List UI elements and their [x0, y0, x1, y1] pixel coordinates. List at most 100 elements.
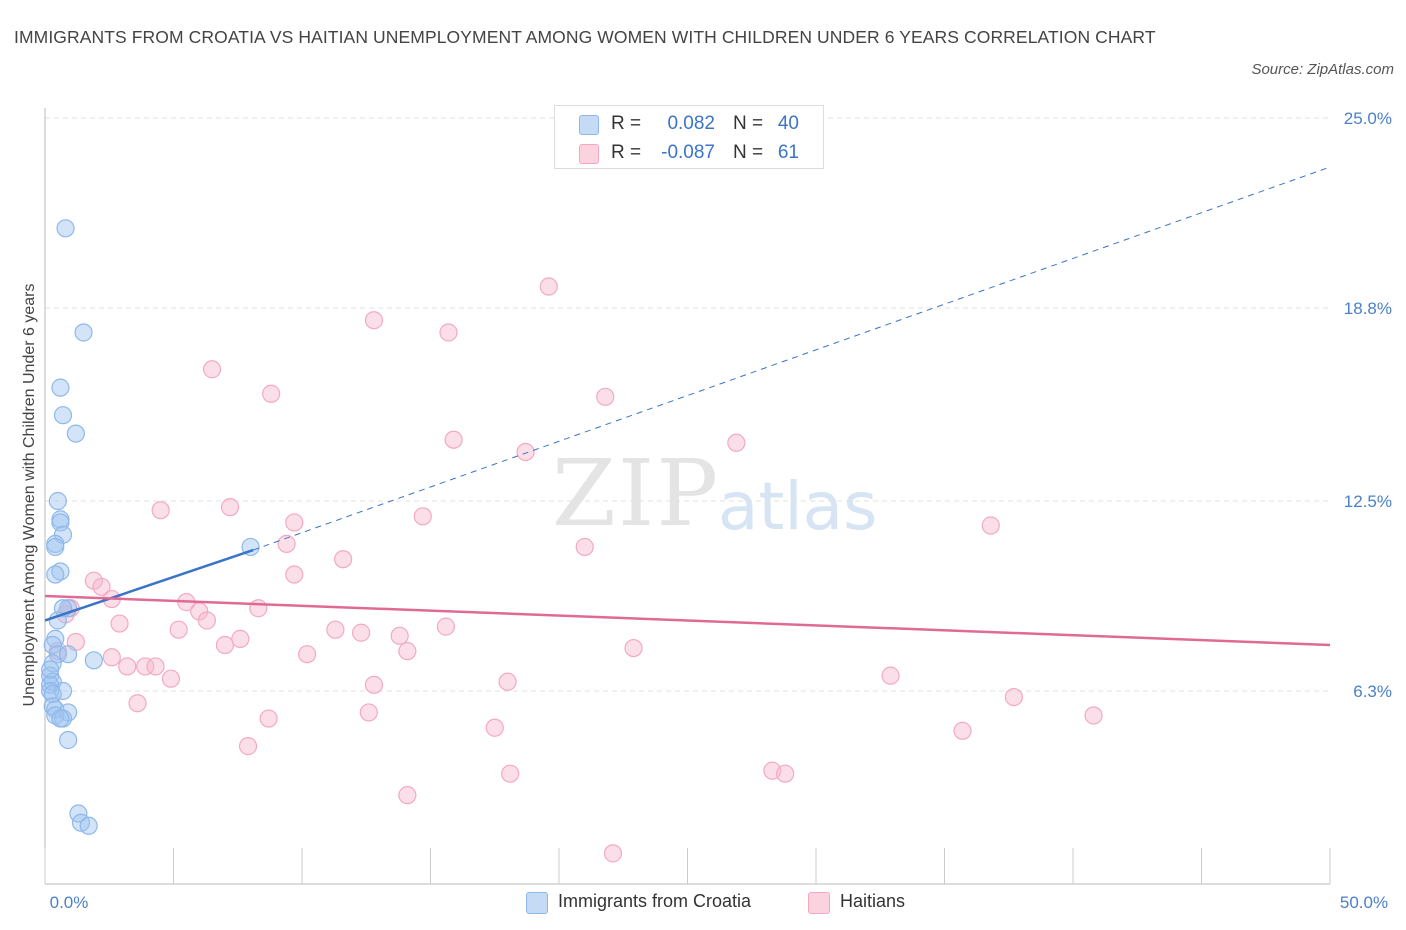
croatia-point	[53, 681, 73, 701]
haitians-point	[110, 614, 129, 633]
haitians-point	[197, 611, 217, 630]
croatia-point	[48, 611, 67, 630]
legend-n-label: N =	[733, 142, 764, 163]
haitians-point	[249, 599, 268, 618]
haitians-point	[953, 721, 972, 740]
haitians-point	[444, 430, 463, 449]
series-legend: Immigrants from Croatia Haitians	[0, 888, 1406, 916]
haitians-point	[231, 629, 250, 648]
haitians-point	[118, 657, 137, 676]
haitians-point	[334, 550, 353, 569]
legend-label-haitians: Haitians	[840, 891, 906, 911]
haitians-point	[539, 277, 558, 296]
haitians-point	[436, 617, 456, 636]
haitians-point	[136, 657, 155, 676]
haitians-point	[128, 694, 147, 713]
legend-row-croatia: R = 0.082 N = 40	[555, 110, 823, 138]
haitians-point	[413, 507, 432, 526]
watermark-zip: ZIP	[552, 440, 721, 547]
croatia-point	[41, 660, 60, 679]
croatia-point	[48, 645, 67, 664]
legend-n-value: 61	[777, 142, 799, 163]
legend-label-croatia: Immigrants from Croatia	[558, 891, 752, 911]
croatia-point	[66, 424, 85, 443]
haitians-point	[1084, 706, 1103, 725]
chart-title: IMMIGRANTS FROM CROATIA VS HAITIAN UNEMP…	[14, 27, 1156, 47]
haitians-point	[398, 786, 417, 805]
croatia-point	[48, 491, 67, 511]
croatia-trend-extension	[253, 166, 1331, 551]
haitians-point	[298, 645, 317, 664]
croatia-point	[51, 709, 70, 728]
haitians-point	[624, 638, 643, 658]
legend-swatch-haitians	[808, 892, 830, 914]
croatia-point	[41, 681, 60, 701]
haitians-point	[390, 626, 409, 645]
haitians-point	[161, 669, 181, 688]
haitians-point	[575, 537, 594, 557]
haitians-point	[277, 534, 296, 553]
haitians-point	[398, 642, 417, 661]
haitians-point	[238, 737, 258, 756]
haitians-point	[285, 565, 304, 584]
legend-row-haitians: R = -0.087 N = 61	[555, 139, 823, 167]
haitians-point	[202, 360, 222, 379]
x-tick-label: 50.0%	[1340, 893, 1388, 912]
haitians-point	[501, 764, 520, 783]
y-tick-label: 6.3%	[1353, 682, 1392, 701]
haitians-point	[215, 635, 234, 655]
haitians-point	[596, 387, 615, 406]
legend-r-label: R =	[611, 142, 642, 163]
croatia-trend-line	[44, 548, 254, 622]
haitians-point	[364, 311, 384, 330]
legend-swatch-croatia	[579, 115, 599, 135]
haitians-point	[364, 675, 384, 694]
croatia-point	[74, 323, 93, 342]
croatia-point	[84, 651, 103, 670]
croatia-point	[56, 219, 75, 238]
legend-r-value: 0.082	[667, 113, 715, 134]
haitians-point	[102, 648, 121, 667]
haitians-point	[881, 666, 900, 685]
croatia-point	[46, 565, 65, 584]
croatia-point	[53, 406, 73, 425]
haitians-point	[326, 620, 345, 639]
haitians-point	[220, 498, 240, 517]
haitians-point	[776, 764, 795, 783]
haitians-point	[359, 703, 378, 722]
y-tick-label: 18.8%	[1344, 299, 1392, 318]
croatia-point	[79, 816, 98, 835]
source-credit: Source: ZipAtlas.com	[1251, 61, 1394, 78]
haitians-point	[169, 620, 188, 639]
legend-r-label: R =	[611, 113, 642, 134]
haitians-point	[1004, 687, 1023, 707]
haitians-point	[285, 513, 304, 532]
haitians-point	[92, 577, 111, 596]
croatia-point	[51, 562, 70, 581]
legend-swatch-haitians	[579, 144, 599, 164]
stats-legend: R = 0.082 N = 40 R = -0.087 N = 61	[554, 105, 824, 169]
haitians-point	[439, 323, 458, 342]
croatia-point	[59, 730, 78, 750]
croatia-point	[46, 537, 65, 557]
haitians-point	[485, 718, 504, 737]
haitians-point	[603, 844, 623, 863]
haitians-point	[259, 709, 278, 728]
croatia-point	[59, 645, 78, 664]
haitians-point	[981, 516, 1000, 535]
haitians-point	[498, 672, 517, 691]
haitians-point	[516, 442, 535, 462]
legend-n-label: N =	[733, 113, 764, 134]
haitians-point	[262, 384, 281, 403]
croatia-point	[51, 378, 70, 397]
watermark-atlas: atlas	[718, 468, 878, 545]
haitians-point	[146, 657, 165, 676]
y-tick-label: 12.5%	[1344, 492, 1392, 511]
x-tick-label: 0.0%	[50, 893, 89, 912]
croatia-point	[43, 635, 62, 655]
haitians-trend-line	[44, 594, 1331, 647]
legend-n-value: 40	[777, 113, 799, 134]
haitians-point	[352, 623, 371, 642]
legend-r-value: -0.087	[661, 142, 715, 163]
